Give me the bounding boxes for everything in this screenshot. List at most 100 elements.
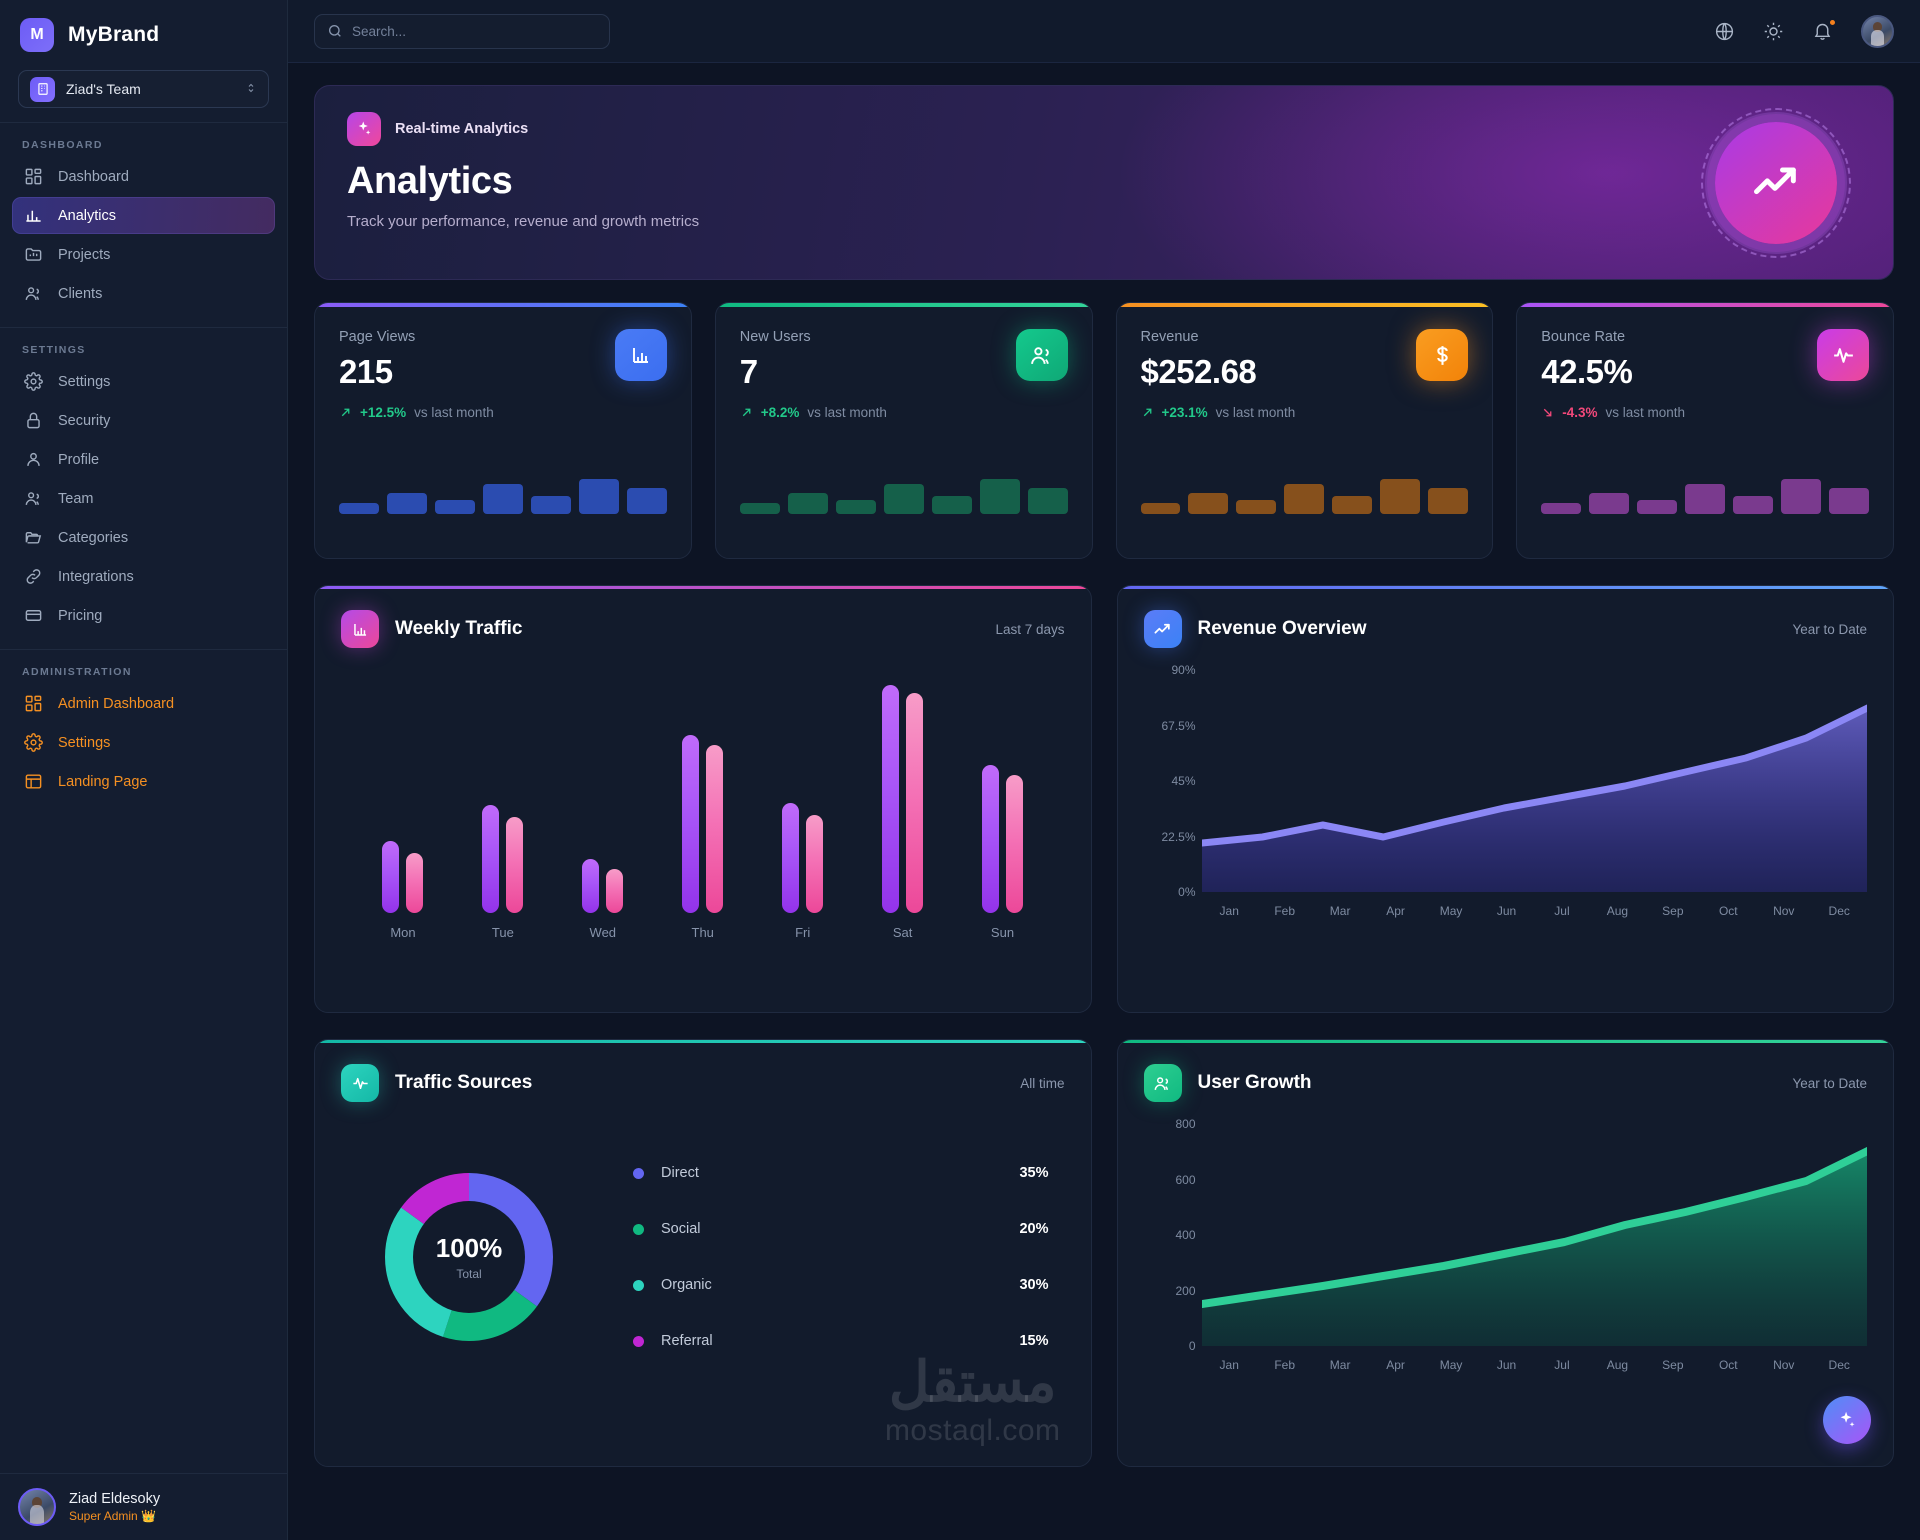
x-tick-label: Sun (990, 925, 1015, 940)
sidebar-item-dashboard[interactable]: Dashboard (12, 158, 275, 195)
x-tick-label: Dec (1828, 904, 1850, 918)
sidebar-item-label: Settings (58, 373, 111, 390)
stat-delta-note: vs last month (1215, 405, 1296, 420)
y-tick-label: 600 (1175, 1172, 1196, 1187)
team-switcher[interactable]: Ziad's Team (18, 70, 269, 108)
chevron-updown-icon (245, 81, 257, 98)
x-tick-label: Dec (1828, 1358, 1850, 1372)
pulse-icon (1817, 329, 1869, 381)
sidebar-item-analytics[interactable]: Analytics (12, 197, 275, 234)
search-input[interactable] (352, 23, 597, 39)
accent-bar (315, 1040, 1091, 1043)
x-tick-label: Mar (1329, 1358, 1351, 1372)
stat-card-new-users[interactable]: New Users 7 +8.2% vs last month (714, 302, 1093, 559)
x-tick-label: Aug (1606, 1358, 1629, 1372)
sidebar-item-admin-settings[interactable]: Settings (12, 724, 275, 761)
stat-delta-note: vs last month (807, 405, 887, 420)
x-tick-label: Jan (1219, 1358, 1239, 1372)
stat-label: New Users (739, 329, 811, 345)
x-axis: Jan Feb Mar Apr May Jun Jul Aug Sep Oct … (1202, 1358, 1868, 1372)
sidebar-item-admin-dashboard[interactable]: Admin Dashboard (12, 685, 275, 722)
stat-card-page-views[interactable]: Page Views 215 +12.5% vs last month (314, 302, 692, 559)
sidebar-item-settings[interactable]: Settings (12, 363, 275, 400)
sidebar-item-pricing[interactable]: Pricing (12, 597, 275, 634)
topbar (288, 0, 1920, 63)
legend-item[interactable]: Organic 30% (633, 1257, 1049, 1313)
brand-logo-icon: M (20, 18, 54, 52)
donut-chart: 100% Total (383, 1171, 555, 1343)
legend-swatch (633, 1223, 644, 1235)
sidebar-item-profile[interactable]: Profile (12, 441, 275, 478)
y-tick-label: 0% (1178, 885, 1196, 899)
page-title: Analytics (347, 160, 513, 202)
legend-item[interactable]: Referral 15% (633, 1313, 1049, 1369)
accent-bar (315, 586, 1091, 589)
y-tick-label: 0 (1188, 1339, 1196, 1353)
y-axis: 800 600 400 200 0 (1144, 1117, 1196, 1353)
sidebar-item-projects[interactable]: Projects (12, 236, 275, 273)
legend-item[interactable]: Social 20% (633, 1201, 1049, 1257)
section-label-administration: ADMINISTRATION (22, 666, 132, 678)
legend-swatch (633, 1279, 644, 1291)
x-tick-label: May (1439, 904, 1463, 918)
hero-banner: Real-time Analytics Analytics Track your… (314, 85, 1894, 280)
panel-range: Last 7 days (995, 621, 1065, 637)
x-tick-label: Tue (491, 925, 514, 940)
brand[interactable]: M MyBrand (0, 0, 287, 62)
accent-bar (1117, 1040, 1893, 1043)
panel-range: Year to Date (1792, 1075, 1867, 1091)
watermark-latin: mostaql.com (884, 1414, 1061, 1447)
stat-label: Revenue (1140, 329, 1199, 345)
stat-value: 215 (339, 353, 393, 390)
sidebar-item-label: Profile (58, 451, 100, 468)
layout-icon (25, 774, 42, 789)
stat-value: 42.5% (1541, 353, 1633, 390)
bar-group: Thu (653, 685, 753, 940)
panel-range: Year to Date (1792, 621, 1867, 637)
team-name: Ziad's Team (66, 81, 141, 97)
trend-up-icon (1143, 610, 1182, 648)
bell-icon[interactable] (1812, 17, 1837, 42)
sidebar-user-card[interactable]: Ziad Eldesoky Super Admin 👑 (0, 1473, 287, 1540)
sidebar-item-team[interactable]: Team (12, 480, 275, 517)
x-tick-label: May (1439, 1358, 1463, 1372)
sidebar-item-categories[interactable]: Categories (12, 519, 275, 556)
sidebar-item-landing-page[interactable]: Landing Page (12, 763, 275, 800)
sidebar-item-integrations[interactable]: Integrations (12, 558, 275, 595)
stat-delta: +23.1% (1161, 405, 1208, 420)
x-tick-label: Apr (1386, 1358, 1405, 1372)
globe-icon[interactable] (1714, 21, 1735, 42)
x-tick-label: Feb (1274, 904, 1296, 918)
users-icon (1015, 329, 1068, 381)
users-icon (25, 492, 39, 505)
x-tick-label: Nov (1773, 904, 1795, 918)
sidebar: M MyBrand Ziad's Team DASHBOARD Dashboar… (0, 0, 288, 1540)
legend-item[interactable]: Direct 35% (633, 1145, 1049, 1201)
sidebar-item-label: Analytics (58, 207, 117, 224)
bar-group: Wed (553, 685, 653, 940)
brand-name: MyBrand (68, 23, 160, 46)
users-icon (25, 287, 39, 300)
stat-card-revenue[interactable]: Revenue $252.68 +23.1% vs last month (1115, 302, 1494, 559)
sparkline (1140, 476, 1469, 514)
stat-card-bounce-rate[interactable]: Bounce Rate 42.5% -4.3% vs last month (1516, 302, 1894, 559)
main-area: Real-time Analytics Analytics Track your… (288, 0, 1920, 1540)
avatar[interactable] (1861, 14, 1894, 48)
y-tick-label: 22.5% (1161, 829, 1196, 844)
donut-center-value: 100% (435, 1233, 503, 1263)
y-tick-label: 45% (1171, 774, 1196, 788)
panel-revenue-overview: Revenue Overview Year to Date 90% 67.5% … (1116, 585, 1894, 1013)
sidebar-item-clients[interactable]: Clients (12, 275, 275, 312)
y-tick-label: 800 (1175, 1117, 1196, 1131)
search-box[interactable] (314, 13, 610, 49)
x-tick-label: Mar (1329, 904, 1351, 918)
assistant-fab-button[interactable] (1823, 1396, 1871, 1444)
stat-value: $252.68 (1140, 353, 1257, 390)
donut-center-label: Total (456, 1267, 482, 1281)
x-tick-label: Oct (1718, 904, 1738, 918)
x-tick-label: Apr (1386, 904, 1405, 918)
sidebar-item-security[interactable]: Security (12, 402, 275, 439)
sun-icon[interactable] (1763, 21, 1784, 42)
accent-bar (315, 303, 691, 307)
